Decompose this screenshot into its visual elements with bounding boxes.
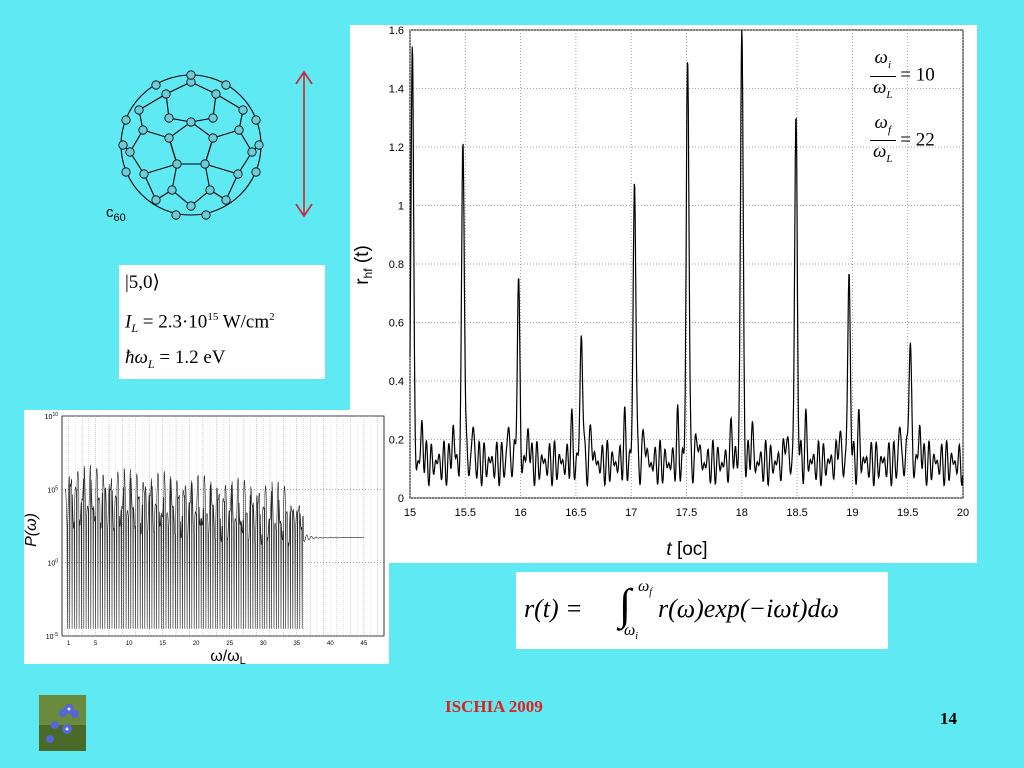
spectrum-x-tick-label: 30 bbox=[260, 641, 267, 647]
formula-lhs: r(t) = bbox=[524, 594, 583, 623]
carbon-atom bbox=[172, 159, 182, 169]
carbon-atom bbox=[164, 133, 174, 143]
carbon-atom bbox=[134, 105, 144, 115]
rhf-chart-svg: 15 15.5 16 16.5 17 17.5 18 18.5 19 19.5 20 0 0.2 0.4… bbox=[352, 25, 969, 560]
quantum-state: |5,0⟩ bbox=[125, 272, 160, 293]
carbon-atom bbox=[118, 140, 128, 150]
spectrum-x-tick-label: 15 bbox=[159, 641, 166, 647]
integral-sign: ∫ bbox=[619, 580, 632, 629]
y-tick-label: 1 bbox=[398, 201, 404, 213]
size-arrow-icon bbox=[295, 70, 313, 218]
spectrum-x-tick-label: 5 bbox=[94, 641, 98, 647]
y-tick-label: 0 bbox=[398, 493, 404, 505]
power-spectrum-chart: 1 5 10 15 20 25 30 35 40 45 1010 105 100 10-5 P(ω) ω… bbox=[23, 410, 389, 667]
spectrum-y-tick-label: 105 bbox=[47, 485, 58, 494]
carbon-atom bbox=[121, 167, 131, 177]
spectrum-x-tick-label: 1 bbox=[67, 641, 71, 647]
integral-lower-limit: ωi bbox=[624, 622, 639, 643]
x-tick-label: 20 bbox=[957, 507, 969, 519]
y-tick-label: 1.6 bbox=[389, 25, 404, 37]
spectrum-y-tick-label: 10-5 bbox=[46, 632, 58, 641]
spectrum-x-tick-label: 10 bbox=[126, 641, 133, 647]
carbon-atom bbox=[221, 80, 231, 90]
carbon-atom bbox=[221, 195, 231, 205]
carbon-atom bbox=[208, 113, 218, 123]
carbon-atom bbox=[186, 117, 196, 127]
spectrum-ylabel: P(ω) bbox=[24, 513, 40, 547]
x-tick-label: 16.5 bbox=[565, 507, 586, 519]
carbon-atom bbox=[251, 115, 261, 125]
y-tick-label: 0.2 bbox=[389, 435, 404, 447]
carbon-atom bbox=[171, 210, 181, 220]
carbon-atom bbox=[251, 167, 261, 177]
x-tick-label: 17 bbox=[625, 507, 637, 519]
spectrum-x-tick-label: 40 bbox=[327, 641, 334, 647]
x-tick-label: 17.5 bbox=[676, 507, 697, 519]
main-xlabel: t [oc] bbox=[666, 539, 707, 560]
carbon-atom bbox=[164, 113, 174, 123]
y-tick-label: 0.4 bbox=[389, 376, 404, 388]
spectrum-x-tick-label: 20 bbox=[193, 641, 200, 647]
rhf-series-line bbox=[409, 29, 964, 488]
photon-energy: ħωL = 1.2 eV bbox=[125, 347, 226, 371]
carbon-atom bbox=[161, 89, 171, 99]
carbon-atom bbox=[233, 169, 243, 179]
carbon-atom bbox=[201, 210, 211, 220]
y-tick-label: 0.8 bbox=[389, 259, 404, 271]
carbon-atom bbox=[234, 125, 244, 135]
y-tick-label: 1.2 bbox=[389, 142, 404, 154]
carbon-atom bbox=[125, 147, 135, 157]
carbon-atom bbox=[205, 185, 215, 195]
c60-molecule-drawing bbox=[118, 70, 313, 220]
carbon-atom bbox=[186, 201, 196, 211]
carbon-atom bbox=[238, 105, 248, 115]
carbon-atom bbox=[121, 115, 131, 125]
carbon-atom bbox=[247, 147, 257, 157]
fourier-formula: r(t) = ∫ ωf ωi r(ω)exp(−iωt)dω bbox=[516, 572, 888, 649]
carbon-atom bbox=[211, 89, 221, 99]
carbon-atom bbox=[254, 140, 264, 150]
x-tick-label: 15 bbox=[404, 507, 416, 519]
formula-integrand: r(ω)exp(−iωt)dω bbox=[658, 594, 839, 623]
flower-thumbnail bbox=[39, 695, 86, 751]
carbon-atom bbox=[151, 80, 161, 90]
flower-icon bbox=[39, 695, 86, 751]
main-ylabel: rhf (t) bbox=[352, 245, 375, 285]
y-tick-label: 0.6 bbox=[389, 318, 404, 330]
carbon-atom bbox=[186, 70, 196, 80]
ratio-final: ωf ωL = 22 bbox=[870, 112, 970, 171]
frequency-ratios: ωi ωL = 10 ωf ωL = 22 bbox=[870, 47, 970, 170]
carbon-atom bbox=[139, 169, 149, 179]
carbon-atom bbox=[151, 195, 161, 205]
x-tick-label: 18 bbox=[736, 507, 748, 519]
spectrum-x-tick-label: 45 bbox=[361, 641, 368, 647]
ratio-initial: ωi ωL = 10 bbox=[870, 47, 970, 106]
x-tick-label: 15.5 bbox=[455, 507, 476, 519]
spectrum-series-line bbox=[65, 464, 364, 629]
event-label: ISCHIA 2009 bbox=[445, 697, 543, 716]
carbon-atom bbox=[167, 185, 177, 195]
carbon-atom bbox=[138, 125, 148, 135]
spectrum-xlabel: ω/ωL bbox=[210, 648, 246, 664]
c60-figure: c60 bbox=[106, 60, 346, 232]
spectrum-y-tick-label: 1010 bbox=[45, 412, 59, 421]
x-tick-label: 19 bbox=[846, 507, 858, 519]
carbon-atom bbox=[208, 133, 218, 143]
spectrum-y-tick-label: 100 bbox=[47, 559, 58, 568]
x-tick-label: 19.5 bbox=[897, 507, 918, 519]
spectrum-x-tick-label: 25 bbox=[226, 641, 233, 647]
rhf-time-chart: 15 15.5 16 16.5 17 17.5 18 18.5 19 19.5 20 0 0.2 0.4… bbox=[350, 25, 977, 563]
laser-intensity: IL = 2.3·1015 W/cm2 bbox=[125, 311, 275, 336]
page-number: 14 bbox=[940, 709, 957, 728]
x-tick-label: 18.5 bbox=[786, 507, 807, 519]
parameters-box: |5,0⟩ IL = 2.3·1015 W/cm2 ħωL = 1.2 eV bbox=[119, 265, 325, 379]
molecule-label: c60 bbox=[106, 204, 126, 224]
y-tick-label: 1.4 bbox=[389, 84, 404, 96]
x-tick-label: 16 bbox=[514, 507, 526, 519]
carbon-atom bbox=[200, 159, 210, 169]
integral-upper-limit: ωf bbox=[638, 578, 653, 599]
spectrum-x-tick-label: 35 bbox=[293, 641, 300, 647]
